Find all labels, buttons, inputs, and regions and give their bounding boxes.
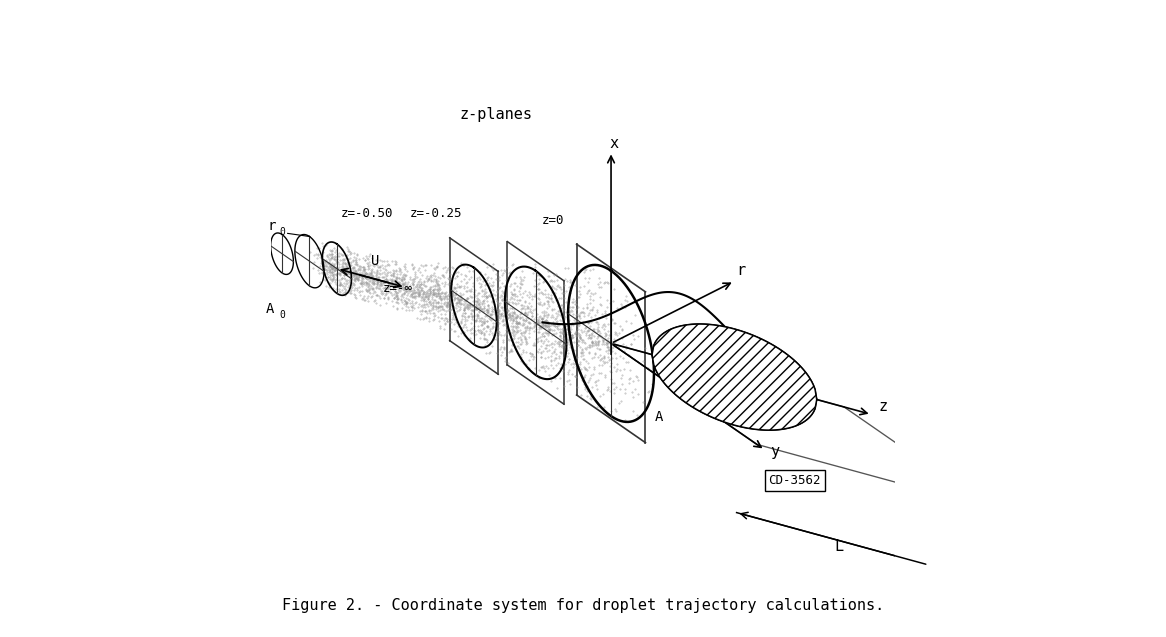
Text: L: L [834,540,843,554]
Text: z-planes: z-planes [459,107,532,122]
Text: z=-0.25: z=-0.25 [409,206,462,220]
Text: z=0: z=0 [542,214,564,227]
Text: z: z [878,399,887,414]
Text: r: r [268,219,276,233]
Text: A: A [266,302,274,316]
Text: z=-0.50: z=-0.50 [340,208,393,220]
Text: Figure 2. - Coordinate system for droplet trajectory calculations.: Figure 2. - Coordinate system for drople… [282,598,884,613]
Text: 0: 0 [280,227,286,237]
Polygon shape [652,324,816,430]
Text: x: x [610,136,619,152]
Text: z=-∞: z=-∞ [382,282,413,295]
Text: y: y [770,444,779,459]
Text: r: r [736,263,745,278]
Text: 0: 0 [279,310,285,320]
Text: U: U [371,254,379,268]
Text: CD-3562: CD-3562 [768,474,821,487]
Text: A: A [655,410,663,424]
